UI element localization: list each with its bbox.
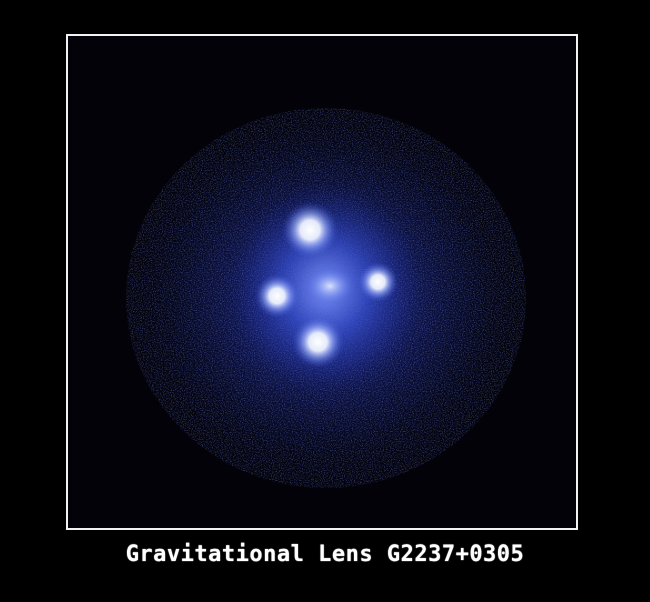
image-caption: Gravitational Lens G2237+0305: [125, 542, 525, 567]
quasar-image-right: [358, 262, 398, 302]
image-frame: [66, 34, 578, 530]
quasar-image-top: [282, 202, 338, 258]
lens-image: [68, 36, 576, 528]
lensing-galaxy-core: [304, 266, 356, 306]
quasar-image-bottom: [292, 316, 344, 368]
quasar-image-left: [255, 274, 299, 318]
